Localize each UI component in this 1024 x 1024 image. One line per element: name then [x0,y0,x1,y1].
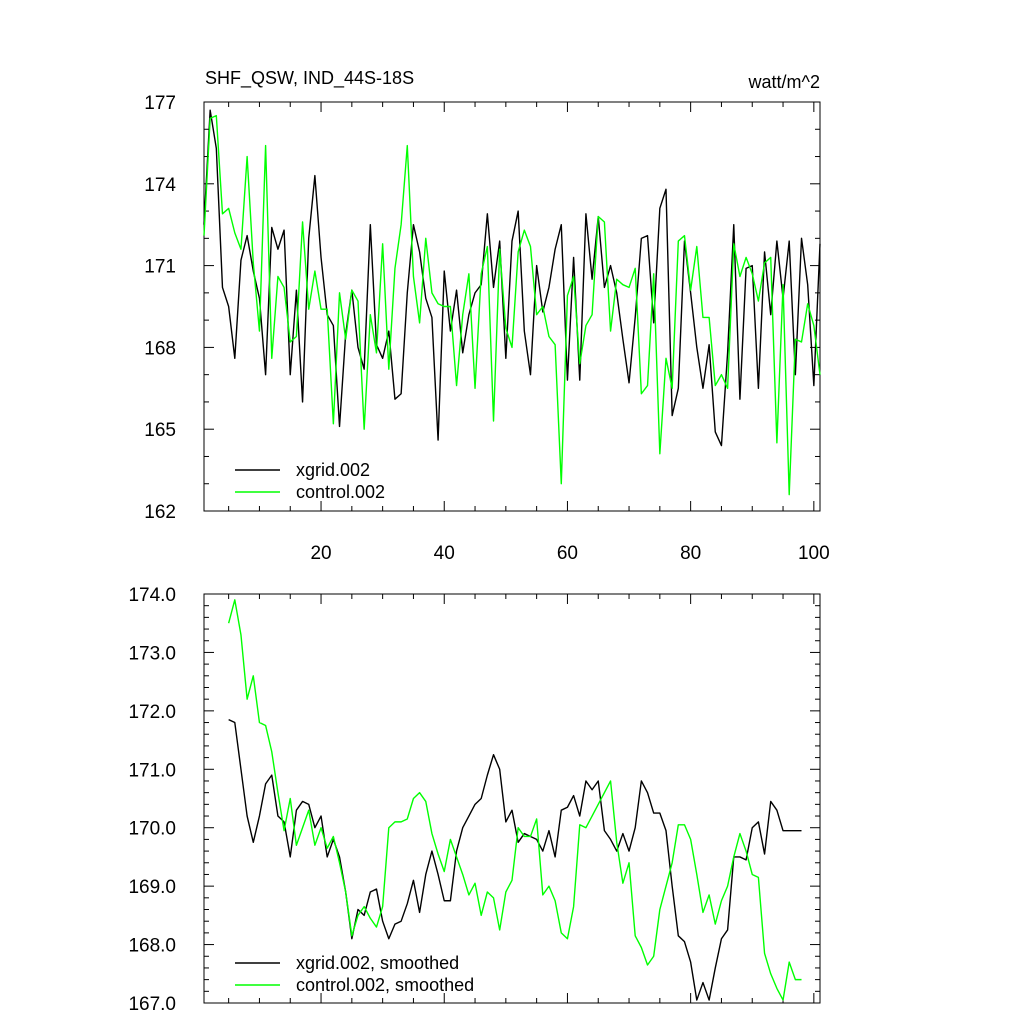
bottom-y-tick-label: 174.0 [128,585,176,606]
bottom-panel: 167.0 168.0 169.0 170.0 171.0 172.0 173.0 174.0… [128,585,821,1015]
bottom-y-tick-label: 171.0 [128,760,176,781]
top-x-tick-label: 60 [557,543,578,564]
top-panel: 20 40 60 80 100 162 165 168 171 174 177 xgrid.002co… [144,93,829,564]
chart-title: SHF_QSW, IND_44S-18S [205,68,414,89]
top-plot-frame [203,101,821,512]
top-y-tick-label: 162 [144,502,176,523]
bottom-legend-label: control.002, smoothed [296,975,474,995]
top-y-tick-label: 177 [144,93,176,114]
top-y-tick-label: 171 [144,257,176,278]
bottom-y-tick-label: 170.0 [128,819,176,840]
bottom-plot-frame [203,593,821,1004]
top-x-tick-label: 20 [310,543,331,564]
top-x-tick-label: 80 [680,543,701,564]
bottom-legend-label: xgrid.002, smoothed [296,953,459,973]
units-label: watt/m^2 [748,72,820,92]
top-series-line-control [203,114,821,496]
bottom-y-tick-label: 167.0 [128,994,176,1015]
bottom-y-tick-label: 169.0 [128,877,176,898]
bottom-series-line-control [227,599,802,1001]
bottom-y-tick-label: 168.0 [128,936,176,957]
bottom-y-tick-label: 172.0 [128,702,176,723]
top-y-tick-label: 174 [144,175,176,196]
top-y-tick-label: 168 [144,338,176,359]
top-legend-label: control.002 [296,482,385,502]
top-x-tick-label: 100 [798,543,830,564]
top-y-tick-label: 165 [144,420,176,441]
top-legend-label: xgrid.002 [296,460,370,480]
bottom-y-tick-label: 173.0 [128,643,176,664]
top-x-tick-label: 40 [434,543,455,564]
top-series-line-xgrid [203,109,821,447]
